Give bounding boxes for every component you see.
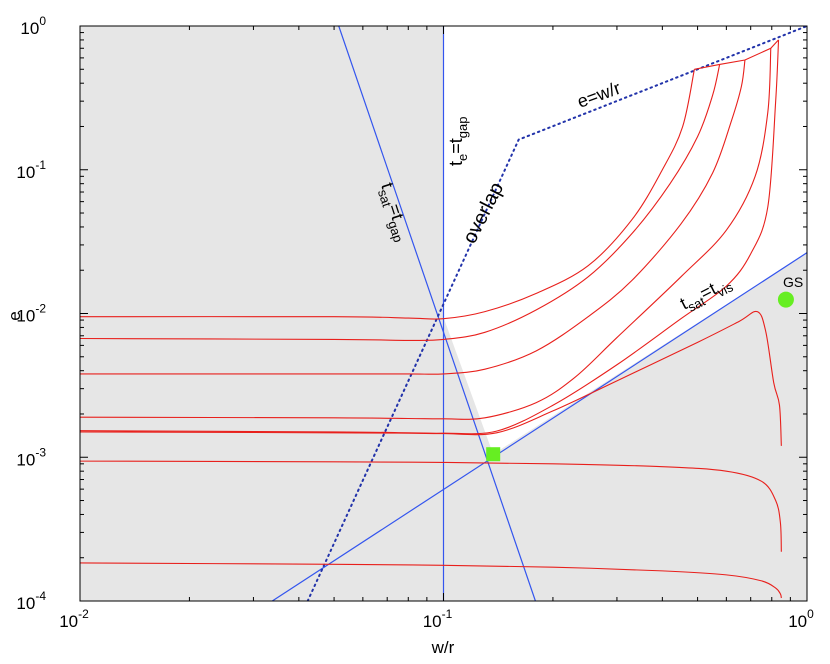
y-axis-label: e bbox=[5, 311, 24, 320]
annotation-te-gap: te=tgap bbox=[446, 117, 470, 166]
tsat-gap-eq: =t bbox=[384, 201, 408, 222]
tsat-vis-sat: sat bbox=[685, 293, 708, 314]
line-t_sat_vis bbox=[271, 252, 807, 601]
svg-text:tsat=tgap: tsat=tgap bbox=[373, 180, 414, 244]
x-tick-label: 10-2 bbox=[59, 607, 89, 631]
x-tick-label: 100 bbox=[788, 607, 814, 631]
axis-ticks bbox=[79, 25, 808, 602]
annotation-tsat-gap: tsat=tgap bbox=[373, 180, 414, 244]
track-6 bbox=[80, 39, 780, 435]
track-1 bbox=[80, 69, 695, 320]
track-4 bbox=[80, 48, 772, 420]
te-gap-e: e bbox=[455, 154, 470, 161]
te-gap-gap: gap bbox=[455, 117, 470, 139]
te-gap-t: t bbox=[446, 161, 466, 166]
track-7 bbox=[80, 460, 782, 552]
marker-square bbox=[486, 447, 501, 462]
evolution-tracks bbox=[80, 39, 782, 599]
y-tick-label: 10-2 bbox=[16, 302, 46, 326]
y-tick-labels: 10-4 10-3 10-2 10-1 100 bbox=[16, 14, 46, 613]
line-t_sat_gap bbox=[338, 26, 536, 601]
track-top-envelope bbox=[694, 39, 779, 70]
markers bbox=[486, 291, 794, 462]
annotation-gs: GS bbox=[783, 274, 803, 290]
tsat-gap-t: t bbox=[377, 180, 398, 191]
svg-text:te=tgap: te=tgap bbox=[446, 117, 470, 166]
track-3 bbox=[80, 59, 746, 375]
tsat-gap-gap: gap bbox=[385, 219, 406, 244]
line-e_wr bbox=[306, 26, 807, 601]
track-2 bbox=[80, 64, 721, 341]
y-tick-label: 10-1 bbox=[16, 158, 46, 182]
x-axis-label: w/r bbox=[431, 638, 455, 657]
y-tick-label: 100 bbox=[20, 14, 46, 38]
tsat-gap-sat: sat bbox=[375, 188, 395, 209]
te-gap-eq: =t bbox=[446, 138, 466, 154]
marker-gs bbox=[777, 291, 794, 308]
tsat-vis-vis: vis bbox=[715, 279, 736, 300]
boundary-lines bbox=[271, 26, 807, 601]
x-tick-label: 10-1 bbox=[423, 607, 453, 631]
x-tick-labels: 10-2 10-1 100 bbox=[59, 607, 814, 631]
track-8 bbox=[80, 562, 782, 599]
y-tick-label: 10-4 bbox=[16, 589, 46, 613]
track-5 bbox=[80, 310, 782, 446]
y-tick-label: 10-3 bbox=[16, 445, 46, 469]
